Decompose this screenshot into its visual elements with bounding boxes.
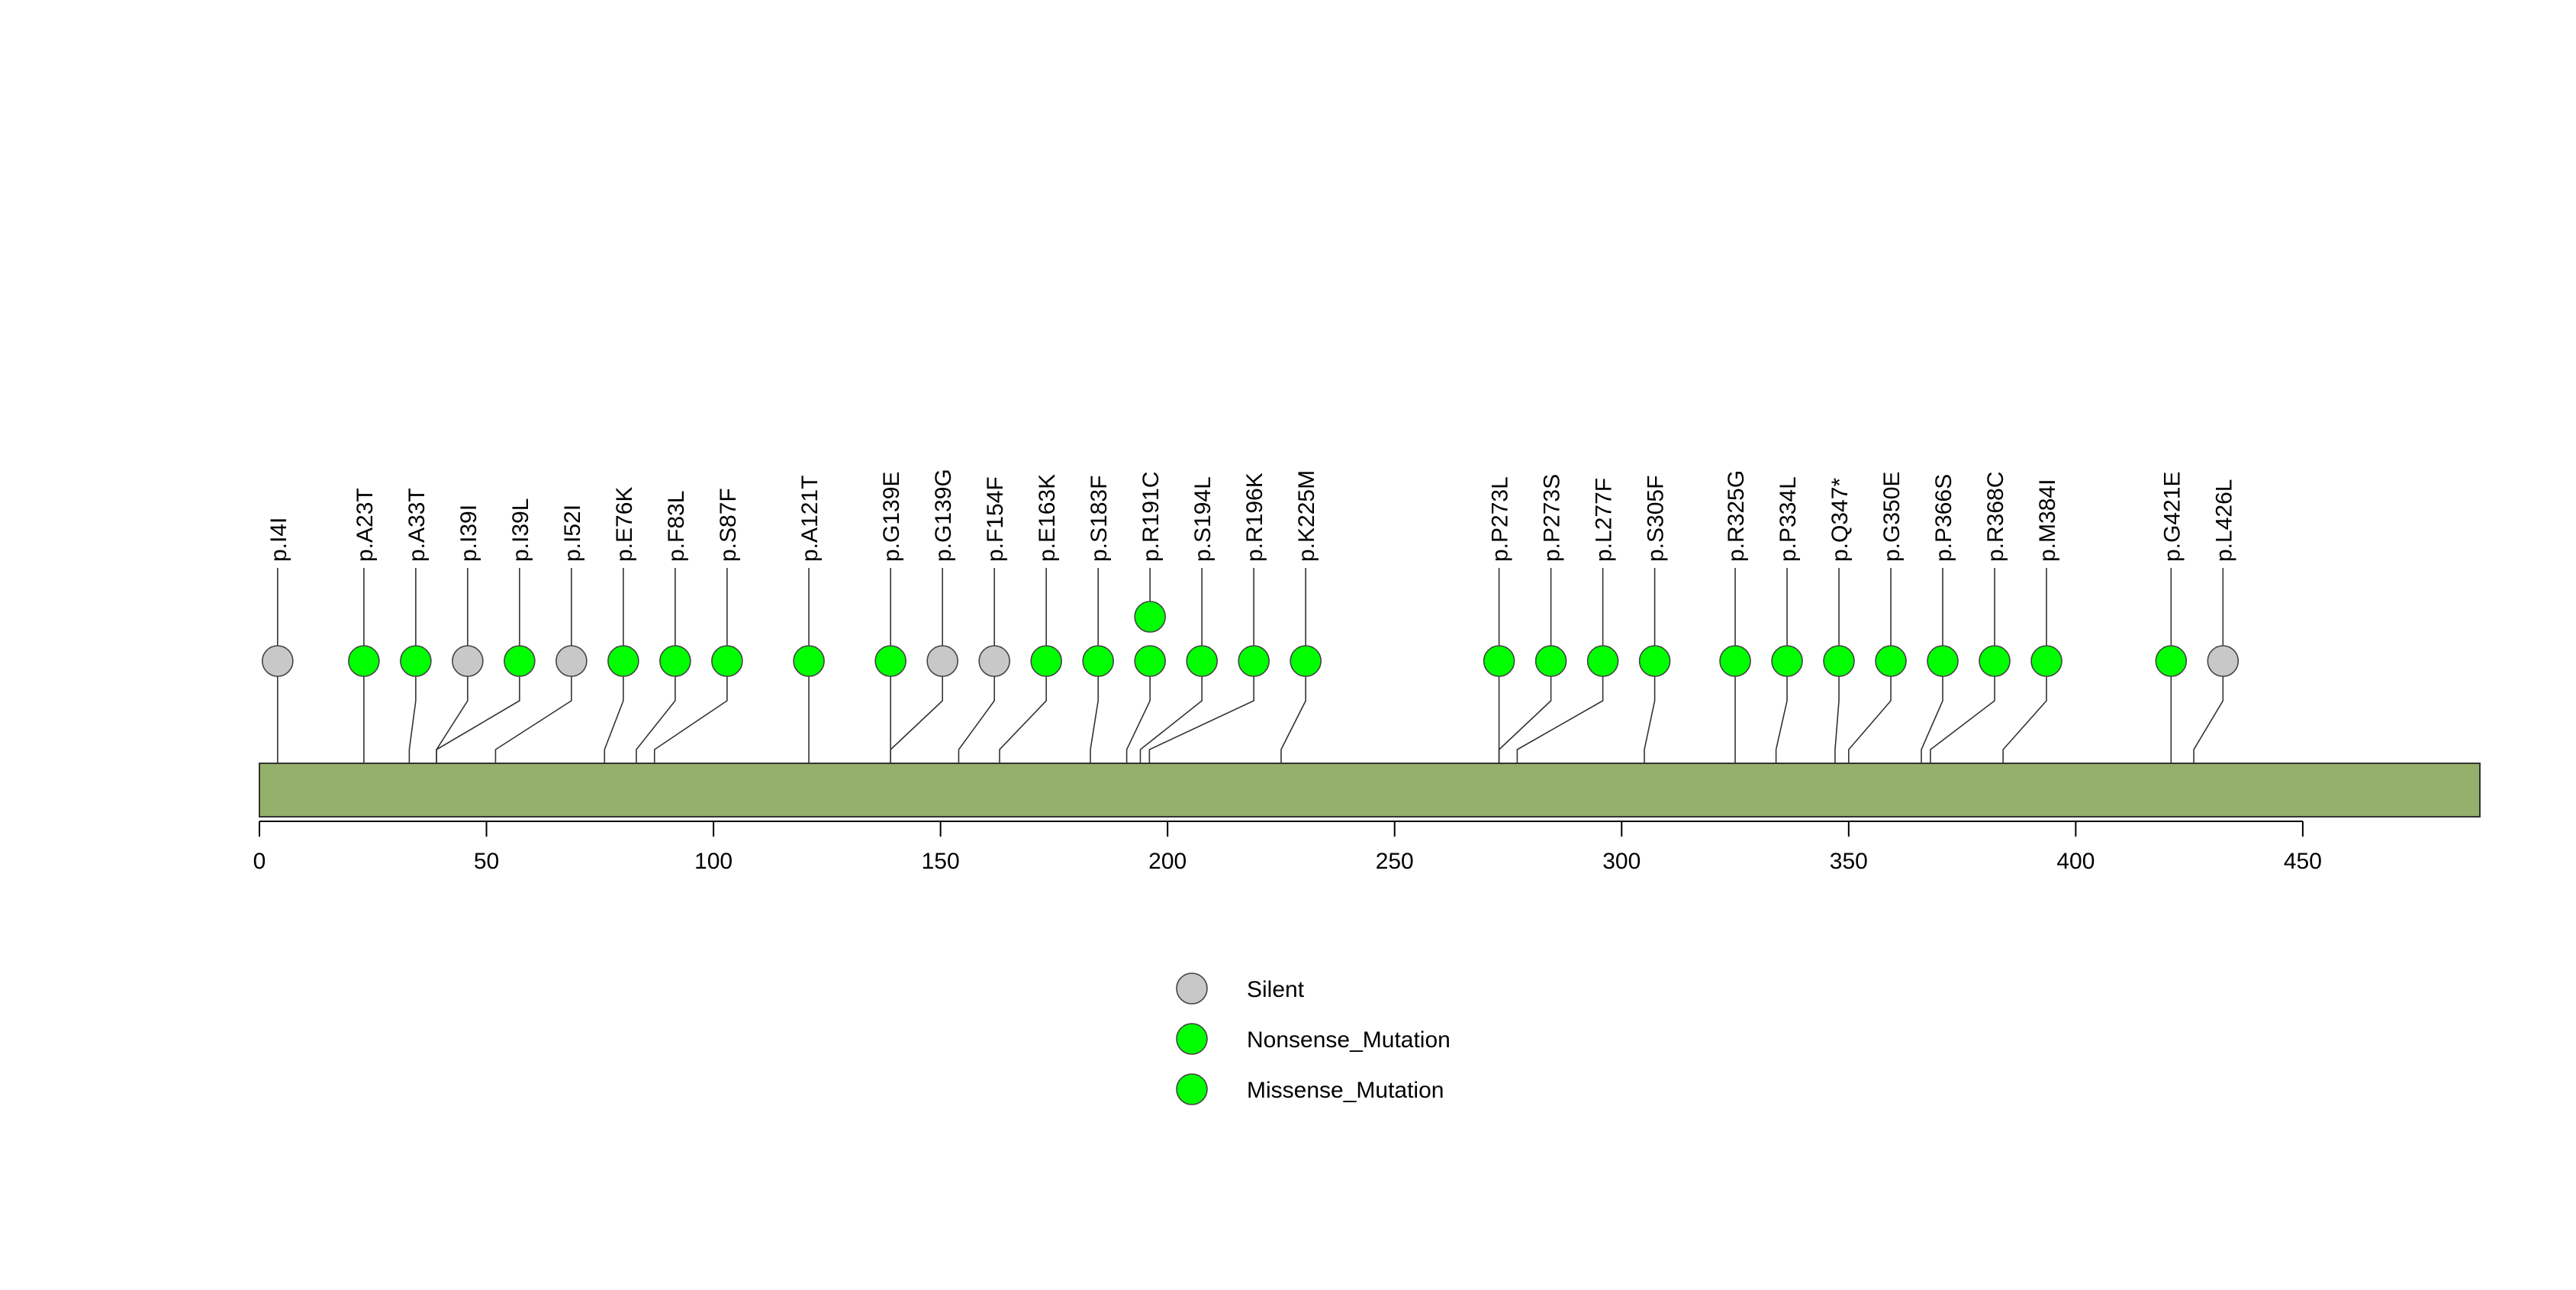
mutation-circle	[1082, 645, 1114, 677]
mutation-circle	[1483, 645, 1515, 677]
mutation-circle	[2155, 645, 2188, 677]
mutation-label: p.I4I	[266, 518, 291, 562]
mutation-label: p.G139E	[879, 472, 904, 562]
mutation-circle	[1979, 645, 2011, 677]
mutation-label: p.L277F	[1592, 478, 1617, 562]
legend-marker	[1176, 1073, 1208, 1105]
mutation-circle	[1719, 645, 1751, 677]
protein-domain-bar	[259, 763, 2481, 818]
mutation-circle	[607, 645, 639, 677]
mutation-circle	[1586, 645, 1619, 677]
mutation-circle	[1927, 645, 1959, 677]
mutation-label: p.F83L	[664, 491, 689, 562]
legend: Silent Nonsense_Mutation Missense_Mutation	[1176, 972, 1451, 1105]
mutation-circle	[555, 645, 588, 677]
mutation-label: p.P366S	[1931, 474, 1956, 562]
mutation-label: p.K225M	[1294, 470, 1319, 562]
mutation-circle	[874, 645, 906, 677]
legend-label: Silent	[1247, 977, 1305, 1002]
mutation-label: p.S183F	[1087, 476, 1112, 562]
mutation-label: p.G421E	[2159, 472, 2185, 562]
mutation-label: p.A33T	[404, 488, 430, 562]
x-tick-label: 50	[474, 849, 499, 874]
mutation-circle	[1134, 601, 1166, 633]
mutation-label: p.F154F	[983, 476, 1008, 562]
mutation-labels: p.I4I p.A23T p.A33T p.I39I p.I39L p.I52I p.E76…	[266, 469, 2237, 562]
mutation-label: p.I52I	[560, 505, 585, 562]
mutation-label: p.G139G	[931, 469, 956, 562]
mutation-circle	[1638, 645, 1671, 677]
mutation-markers	[262, 601, 2240, 677]
legend-marker	[1176, 1023, 1208, 1055]
mutation-circle	[926, 645, 958, 677]
mutation-label: p.P273L	[1488, 476, 1513, 562]
mutation-circle	[1875, 645, 1907, 677]
mutation-circle	[2207, 645, 2240, 677]
mutation-label: p.R368C	[1983, 472, 2008, 562]
mutation-circle	[400, 645, 432, 677]
mutation-label: p.R325G	[1724, 470, 1749, 562]
mutation-label: p.R196K	[1242, 472, 1267, 562]
mutation-circle	[1771, 645, 1803, 677]
mutation-circle	[504, 645, 536, 677]
legend-marker	[1176, 972, 1208, 1005]
x-tick-label: 150	[922, 849, 960, 874]
x-tick-label: 200	[1148, 849, 1187, 874]
x-tick-label: 250	[1376, 849, 1414, 874]
mutation-circle	[452, 645, 484, 677]
x-tick-label: 0	[253, 849, 266, 874]
x-tick-label: 450	[2284, 849, 2322, 874]
mutation-circle	[978, 645, 1010, 677]
mutation-circle	[1134, 645, 1166, 677]
mutation-label: p.L426L	[2211, 479, 2236, 562]
mutation-label: p.I39L	[508, 498, 533, 562]
mutation-label: p.S87F	[716, 488, 741, 562]
mutation-label: p.G350E	[1879, 472, 1905, 562]
mutation-label: p.R191C	[1138, 472, 1164, 562]
mutation-label: p.E76K	[612, 487, 637, 562]
mutation-circle	[659, 645, 691, 677]
mutation-circle	[1186, 645, 1218, 677]
mutation-label: p.P334L	[1776, 476, 1801, 562]
x-tick-label: 300	[1602, 849, 1641, 874]
mutation-label: p.A23T	[353, 488, 378, 562]
x-tick-label: 100	[694, 849, 733, 874]
mutation-circle	[793, 645, 825, 677]
mutation-label: p.S194L	[1190, 476, 1216, 562]
mutation-label: p.E163K	[1035, 474, 1060, 562]
mutation-circle	[348, 645, 380, 677]
mutation-circle	[711, 645, 743, 677]
mutation-label: p.P273S	[1540, 474, 1565, 562]
mutation-label: p.M384I	[2035, 479, 2060, 562]
x-axis: 0 50 100 150 200 250 300 350 400 450	[253, 821, 2322, 874]
mutation-circle	[1534, 645, 1567, 677]
legend-label: Nonsense_Mutation	[1247, 1027, 1451, 1053]
mutation-circle	[1823, 645, 1855, 677]
mutation-label: p.S305F	[1644, 476, 1669, 562]
mutation-label: p.I39I	[456, 505, 481, 562]
mutation-label: p.A121T	[797, 476, 823, 562]
mutation-circle	[1290, 645, 1322, 677]
mutation-circle	[1030, 645, 1062, 677]
x-tick-label: 400	[2056, 849, 2095, 874]
mutation-circle	[262, 645, 294, 677]
mutation-label: p.Q347*	[1827, 478, 1853, 562]
x-tick-label: 350	[1830, 849, 1868, 874]
legend-label: Missense_Mutation	[1247, 1078, 1444, 1103]
mutation-circle	[1238, 645, 1270, 677]
mutation-circle	[2030, 645, 2062, 677]
